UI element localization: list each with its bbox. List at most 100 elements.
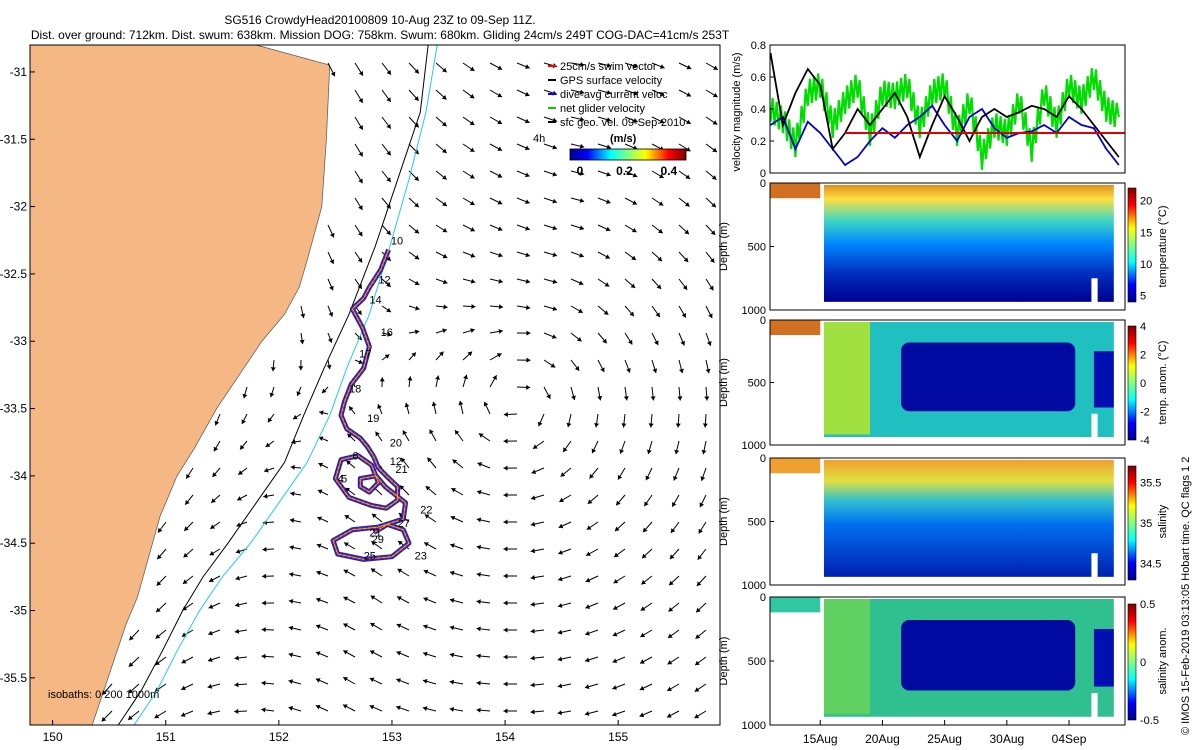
current-arrow-head [483,401,489,407]
current-arrow-head [369,650,375,655]
current-arrow-head [379,377,385,382]
track-day-label: 10 [391,235,403,247]
current-arrow-head [530,601,535,607]
section-y-tick-label: 1000 [742,305,766,317]
current-arrow-head [288,679,294,685]
section-y-tick-label: 500 [748,656,766,668]
current-arrow-head [503,438,508,444]
current-arrow-head [470,227,475,232]
current-arrow-head [503,519,508,525]
current-arrow-head [427,457,432,463]
track-day-label: 23 [415,550,427,562]
current-arrow-head [344,515,350,520]
current-arrow-head [503,411,508,417]
map-y-tick-label: -33 [10,334,28,348]
current-arrow-head [629,311,634,317]
current-arrow-head [261,707,266,713]
current-arrow-head [697,555,703,560]
current-arrow-head [586,525,592,530]
current-arrow-head [579,225,584,231]
current-arrow-head [552,252,558,258]
current-arrow-head [617,474,623,480]
current-arrow-head [234,682,239,688]
current-arrow-head [496,353,502,358]
section-y-tick-label: 500 [748,378,766,390]
current-arrow-head [604,282,610,287]
current-arrow-head [585,577,591,583]
current-arrow-head [673,475,678,481]
current-arrow-head [498,278,503,284]
current-arrow-head [208,604,214,609]
current-arrow-head [552,144,557,150]
colorbar [569,148,687,161]
current-arrow-head [558,523,564,529]
current-arrow-head [591,448,597,454]
section-y-tick-label: 1000 [742,440,766,452]
current-arrow-head [397,596,402,601]
current-arrow-head [449,625,455,631]
current-arrow-head [342,704,348,709]
current-arrow-head [358,151,363,157]
current-arrow-head [370,595,376,600]
current-arrow-head [397,568,403,574]
section-surface-samples [770,320,821,335]
current-arrow-head [423,624,428,630]
current-arrow-head [606,117,612,123]
current-arrow-head [557,656,563,662]
map-y-tick-label: -32 [10,200,28,214]
current-arrow-head [632,172,638,178]
current-arrow-head [442,227,448,233]
section-sal-anom: 0 500 1000 Depth (m) 0.5 0 -0.5 salinity anom. [718,592,1169,732]
section-surface-samples [770,458,821,474]
current-arrow-head [619,449,625,454]
current-arrow-head [358,98,363,103]
current-arrow-head [234,628,240,634]
current-arrow-head [563,447,568,452]
current-arrow-head [628,339,633,345]
current-arrow-head [327,338,333,343]
section-data-field [823,460,1114,577]
current-arrow-head [684,202,690,207]
current-arrow-head [503,627,508,633]
current-arrow-head [469,66,475,71]
map-y-tick-label: -34 [10,469,28,483]
current-arrow-head [492,375,497,381]
section-y-tick-label: 0 [760,453,766,465]
current-arrow-head [640,606,646,611]
current-arrow-head [626,368,631,373]
current-arrow-head [235,575,240,581]
current-arrow-head [369,704,375,710]
current-vector-field [101,62,719,722]
credit-text: © IMOS 15-Feb-2019 03:13:05 Hobart time.… [1180,456,1192,735]
current-arrow-head [155,634,161,639]
section-colorbar-tick-label: 0 [1140,378,1146,390]
track-day-label: 29 [372,534,384,546]
current-arrow-head [470,328,475,333]
legend-label: GPS surface velocity [560,75,663,87]
current-arrow-head [558,549,563,555]
current-arrow-head [530,548,536,554]
current-arrow-head [666,713,672,718]
current-arrow-head [524,91,530,97]
current-arrow-head [633,90,638,96]
velocity-series-line [770,104,1120,167]
section-temperature: 0 500 1000 Depth (m) 20 15 10 5 temperature (°C) [718,178,1169,317]
current-arrow-head [449,679,455,685]
current-arrow-head [589,473,594,479]
current-arrow-head [442,253,448,259]
track-day-label: 19 [367,413,379,425]
current-arrow-head [681,312,687,318]
current-arrow-head [586,551,591,556]
current-arrow-head [552,279,558,284]
current-arrow-head [401,457,406,463]
current-arrow-head [525,252,530,258]
current-arrow-head [497,173,503,178]
current-arrow-head [503,600,508,606]
velocity-y-tick-label: 0.4 [751,104,766,116]
current-arrow-head [329,285,334,291]
current-arrow-head [641,579,646,585]
current-arrow-head [180,712,186,717]
current-arrow-head [329,259,335,264]
